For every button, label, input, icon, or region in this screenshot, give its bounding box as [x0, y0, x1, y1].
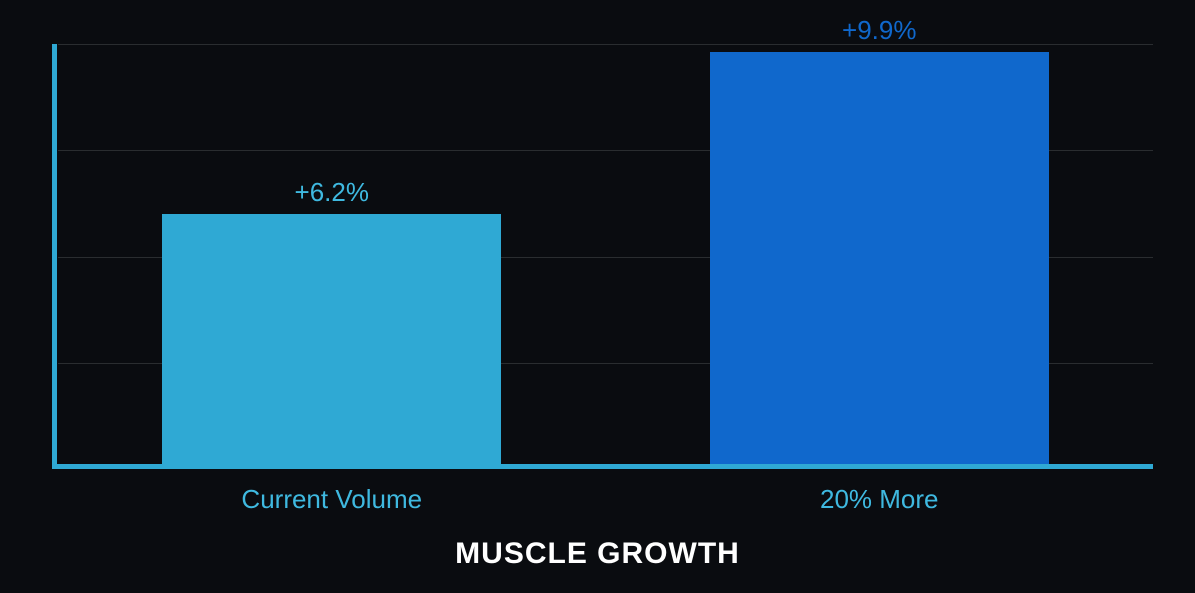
category-label-20-more: 20% More: [606, 484, 1154, 515]
bar-value-label: +9.9%: [842, 15, 916, 46]
category-label-current-volume: Current Volume: [58, 484, 606, 515]
bar-value-label: +6.2%: [295, 177, 369, 208]
y-axis: [52, 44, 57, 469]
bar-chart: +6.2% +9.9% Current Volume 20% More MUSC…: [0, 0, 1195, 593]
bar-slot: +9.9%: [606, 44, 1154, 464]
bars-group: +6.2% +9.9%: [58, 44, 1153, 464]
category-labels: Current Volume 20% More: [58, 484, 1153, 515]
bar-slot: +6.2%: [58, 44, 606, 464]
bar-20-more: [710, 52, 1049, 464]
plot-area: +6.2% +9.9%: [52, 44, 1153, 469]
chart-title: MUSCLE GROWTH: [0, 537, 1195, 571]
bar-current-volume: [162, 214, 501, 464]
x-axis: [52, 464, 1153, 469]
